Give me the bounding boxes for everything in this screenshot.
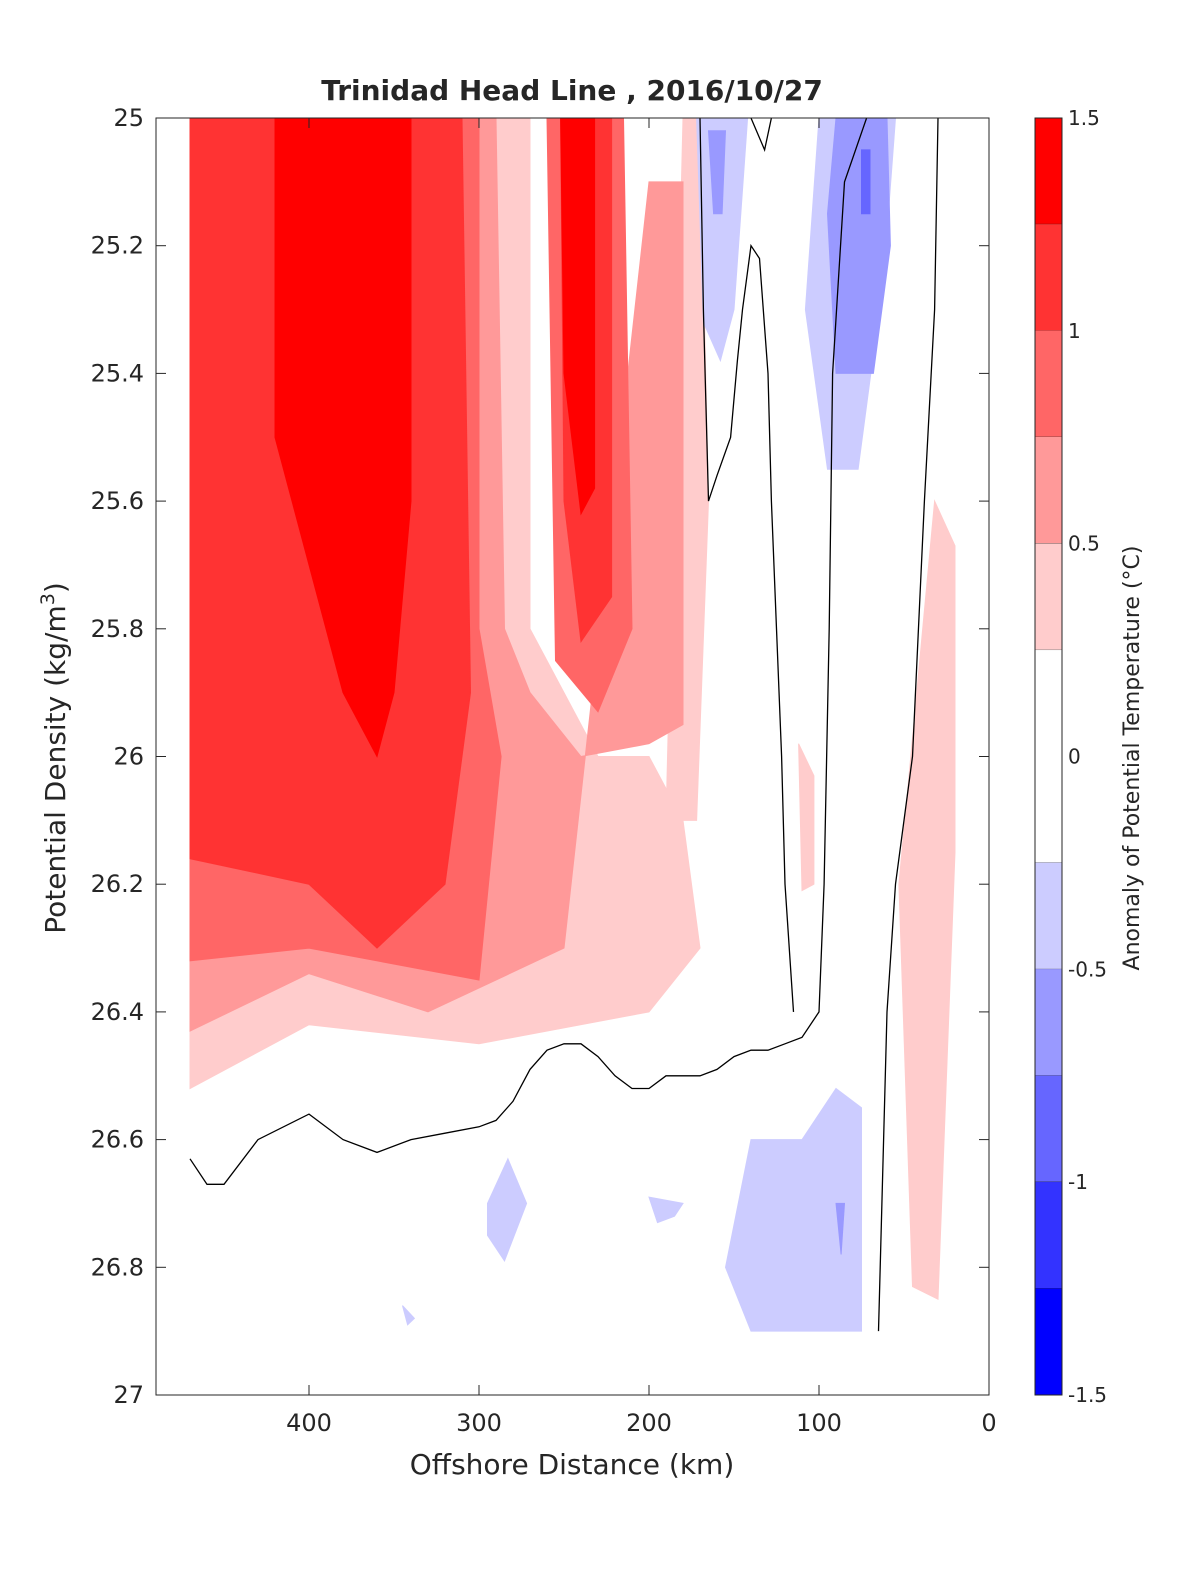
contour-region-warm-0p25-3 (898, 499, 956, 1300)
colorbar-swatch-7 (1034, 969, 1063, 1076)
colorbar-tick-label-1.5: 1.5 (1068, 106, 1100, 130)
colorbar-swatch-3 (1034, 437, 1063, 544)
y-tick-label-26: 26 (113, 743, 144, 771)
contour-region-warm-1p25-0 (274, 118, 412, 758)
contour-region-cool-0p5-0 (707, 130, 727, 215)
plot-area (156, 118, 989, 1395)
y-tick-label-26.8: 26.8 (91, 1253, 144, 1281)
colorbar-tick-label--1.5: -1.5 (1068, 1383, 1107, 1407)
y-tick-label-25.8: 25.8 (91, 615, 144, 643)
x-tick-label-100: 100 (796, 1409, 842, 1437)
y-axis-label-close: ) (39, 582, 72, 593)
y-axis-label-main: Potential Density (kg/m (39, 605, 72, 934)
contour-region-cool-0p75-0 (861, 149, 871, 215)
colorbar-tick-label-1: 1 (1068, 319, 1081, 343)
colorbar-swatch-6 (1034, 862, 1063, 970)
y-axis-label-sup: 3 (37, 593, 59, 605)
colorbar-label: Anomaly of Potential Temperature (°C) (1120, 546, 1145, 971)
y-tick-label-26.6: 26.6 (91, 1126, 144, 1154)
colorbar-tick-label-0: 0 (1068, 745, 1081, 769)
x-axis-label: Offshore Distance (km) (410, 1448, 735, 1481)
colorbar-swatch-8 (1034, 1075, 1063, 1183)
colorbar-swatch-2 (1034, 330, 1063, 438)
y-axis: 25 25.2 25.4 25.6 25.8 26 26.2 26.4 26.6 26.8 27 (91, 104, 989, 1409)
colorbar-swatch-9 (1034, 1181, 1063, 1289)
x-tick-label-300: 300 (456, 1409, 502, 1437)
zero-contour-2 (750, 118, 773, 153)
colorbar-swatch-10 (1034, 1288, 1063, 1396)
colorbar-swatch-5 (1034, 649, 1063, 864)
colorbar-tick-label-0.5: 0.5 (1068, 532, 1100, 556)
colorbar-tick-label--1: -1 (1068, 1170, 1088, 1194)
y-axis-label: Potential Density (kg/m3) (37, 582, 72, 934)
contour-region-cool-0p25-2 (487, 1157, 528, 1262)
colorbar-swatch-0 (1034, 117, 1063, 225)
contour-region-cool-0p5-2 (835, 1202, 846, 1255)
y-tick-label-25: 25 (113, 104, 144, 132)
x-tick-label-400: 400 (286, 1409, 332, 1437)
zero-contour-1 (699, 118, 795, 1012)
y-tick-label-25.4: 25.4 (91, 359, 144, 387)
colorbar-tick-label--0.5: -0.5 (1068, 957, 1107, 981)
y-tick-label-27: 27 (113, 1381, 144, 1409)
y-tick-label-26.4: 26.4 (91, 998, 144, 1026)
contour-region-warm-0p25-2 (798, 743, 815, 892)
colorbar: 1.5 1 0.5 0 -0.5 -1 -1.5 (1034, 106, 1107, 1407)
contour-fill-layer (189, 118, 956, 1332)
contour-region-cool-0p5-1 (826, 118, 891, 374)
colorbar-swatch-4 (1034, 543, 1063, 651)
chart-title: Trinidad Head Line , 2016/10/27 (321, 74, 823, 107)
contour-region-cool-0p25-5 (724, 1087, 862, 1332)
x-tick-label-200: 200 (626, 1409, 672, 1437)
zero-contour-3 (877, 118, 939, 1332)
colorbar-swatch-1 (1034, 224, 1063, 332)
zero-contour-layer (189, 118, 939, 1332)
x-axis: 400 300 200 100 0 (286, 118, 997, 1437)
zero-contour-0 (189, 118, 868, 1185)
y-tick-label-25.6: 25.6 (91, 487, 144, 515)
x-tick-label-0: 0 (981, 1409, 996, 1437)
contour-region-cool-0p25-3 (648, 1196, 684, 1224)
contour-region-warm-1p25-1 (560, 118, 596, 516)
contour-region-cool-0p25-4 (402, 1305, 416, 1326)
y-tick-label-26.2: 26.2 (91, 870, 144, 898)
colorbar-frame (1034, 117, 1063, 1396)
contour-region-cool-0p25-0 (696, 118, 749, 363)
y-tick-label-25.2: 25.2 (91, 232, 144, 260)
